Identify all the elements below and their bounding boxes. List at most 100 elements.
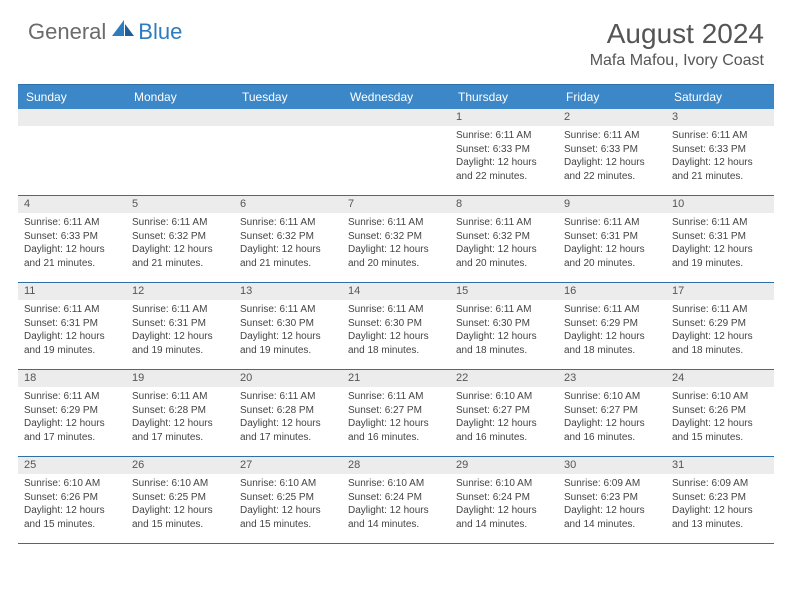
- day-cell: 18Sunrise: 6:11 AMSunset: 6:29 PMDayligh…: [18, 370, 126, 456]
- sunset-text: Sunset: 6:27 PM: [564, 404, 660, 418]
- day-cell: 24Sunrise: 6:10 AMSunset: 6:26 PMDayligh…: [666, 370, 774, 456]
- day-cell: 5Sunrise: 6:11 AMSunset: 6:32 PMDaylight…: [126, 196, 234, 282]
- page-header: General Blue August 2024 Mafa Mafou, Ivo…: [0, 0, 792, 78]
- sunrise-text: Sunrise: 6:11 AM: [240, 390, 336, 404]
- day-number: 5: [126, 196, 234, 213]
- month-title: August 2024: [590, 18, 764, 50]
- day-body: Sunrise: 6:11 AMSunset: 6:30 PMDaylight:…: [342, 300, 450, 361]
- day-body: Sunrise: 6:11 AMSunset: 6:32 PMDaylight:…: [126, 213, 234, 274]
- day-cell: 10Sunrise: 6:11 AMSunset: 6:31 PMDayligh…: [666, 196, 774, 282]
- sunrise-text: Sunrise: 6:10 AM: [348, 477, 444, 491]
- sunrise-text: Sunrise: 6:11 AM: [456, 129, 552, 143]
- sunset-text: Sunset: 6:33 PM: [456, 143, 552, 157]
- sunrise-text: Sunrise: 6:09 AM: [672, 477, 768, 491]
- sunrise-text: Sunrise: 6:11 AM: [348, 303, 444, 317]
- sunrise-text: Sunrise: 6:11 AM: [348, 390, 444, 404]
- day-header: Thursday: [450, 85, 558, 109]
- day-cell: 28Sunrise: 6:10 AMSunset: 6:24 PMDayligh…: [342, 457, 450, 543]
- sunset-text: Sunset: 6:29 PM: [24, 404, 120, 418]
- day-body: Sunrise: 6:11 AMSunset: 6:29 PMDaylight:…: [666, 300, 774, 361]
- daylight-text: Daylight: 12 hours and 17 minutes.: [132, 417, 228, 444]
- day-body: Sunrise: 6:10 AMSunset: 6:24 PMDaylight:…: [450, 474, 558, 535]
- sunset-text: Sunset: 6:32 PM: [132, 230, 228, 244]
- day-number: 2: [558, 109, 666, 126]
- sunset-text: Sunset: 6:30 PM: [240, 317, 336, 331]
- day-body: Sunrise: 6:11 AMSunset: 6:32 PMDaylight:…: [342, 213, 450, 274]
- daylight-text: Daylight: 12 hours and 18 minutes.: [564, 330, 660, 357]
- day-number: 1: [450, 109, 558, 126]
- day-cell: 31Sunrise: 6:09 AMSunset: 6:23 PMDayligh…: [666, 457, 774, 543]
- sunset-text: Sunset: 6:28 PM: [240, 404, 336, 418]
- day-cell: 11Sunrise: 6:11 AMSunset: 6:31 PMDayligh…: [18, 283, 126, 369]
- day-cell: 7Sunrise: 6:11 AMSunset: 6:32 PMDaylight…: [342, 196, 450, 282]
- day-number: 22: [450, 370, 558, 387]
- sunrise-text: Sunrise: 6:11 AM: [348, 216, 444, 230]
- day-body: Sunrise: 6:11 AMSunset: 6:32 PMDaylight:…: [450, 213, 558, 274]
- day-body: Sunrise: 6:11 AMSunset: 6:33 PMDaylight:…: [558, 126, 666, 187]
- sunrise-text: Sunrise: 6:10 AM: [672, 390, 768, 404]
- sunset-text: Sunset: 6:24 PM: [348, 491, 444, 505]
- day-number: [342, 109, 450, 126]
- day-body: Sunrise: 6:10 AMSunset: 6:24 PMDaylight:…: [342, 474, 450, 535]
- logo-text-blue: Blue: [138, 19, 182, 45]
- sunrise-text: Sunrise: 6:11 AM: [240, 303, 336, 317]
- day-cell: 1Sunrise: 6:11 AMSunset: 6:33 PMDaylight…: [450, 109, 558, 195]
- sunset-text: Sunset: 6:23 PM: [672, 491, 768, 505]
- day-cell: 30Sunrise: 6:09 AMSunset: 6:23 PMDayligh…: [558, 457, 666, 543]
- day-number: 15: [450, 283, 558, 300]
- day-body: Sunrise: 6:11 AMSunset: 6:28 PMDaylight:…: [126, 387, 234, 448]
- daylight-text: Daylight: 12 hours and 20 minutes.: [456, 243, 552, 270]
- sunrise-text: Sunrise: 6:09 AM: [564, 477, 660, 491]
- day-number: 6: [234, 196, 342, 213]
- sunset-text: Sunset: 6:26 PM: [672, 404, 768, 418]
- sunrise-text: Sunrise: 6:11 AM: [672, 216, 768, 230]
- daylight-text: Daylight: 12 hours and 20 minutes.: [564, 243, 660, 270]
- day-cell: 12Sunrise: 6:11 AMSunset: 6:31 PMDayligh…: [126, 283, 234, 369]
- day-body: Sunrise: 6:10 AMSunset: 6:27 PMDaylight:…: [558, 387, 666, 448]
- sunset-text: Sunset: 6:27 PM: [456, 404, 552, 418]
- sunset-text: Sunset: 6:31 PM: [672, 230, 768, 244]
- day-number: 28: [342, 457, 450, 474]
- daylight-text: Daylight: 12 hours and 22 minutes.: [564, 156, 660, 183]
- sunset-text: Sunset: 6:30 PM: [348, 317, 444, 331]
- sunrise-text: Sunrise: 6:11 AM: [456, 216, 552, 230]
- day-number: 29: [450, 457, 558, 474]
- sunrise-text: Sunrise: 6:11 AM: [132, 216, 228, 230]
- week-row: 1Sunrise: 6:11 AMSunset: 6:33 PMDaylight…: [18, 109, 774, 196]
- daylight-text: Daylight: 12 hours and 14 minutes.: [564, 504, 660, 531]
- day-number: 7: [342, 196, 450, 213]
- day-cell: 3Sunrise: 6:11 AMSunset: 6:33 PMDaylight…: [666, 109, 774, 195]
- daylight-text: Daylight: 12 hours and 13 minutes.: [672, 504, 768, 531]
- sunrise-text: Sunrise: 6:11 AM: [564, 216, 660, 230]
- daylight-text: Daylight: 12 hours and 18 minutes.: [456, 330, 552, 357]
- logo-sail-icon: [110, 18, 136, 45]
- day-body: Sunrise: 6:11 AMSunset: 6:31 PMDaylight:…: [666, 213, 774, 274]
- day-body: Sunrise: 6:10 AMSunset: 6:25 PMDaylight:…: [126, 474, 234, 535]
- day-number: 25: [18, 457, 126, 474]
- sunrise-text: Sunrise: 6:10 AM: [132, 477, 228, 491]
- daylight-text: Daylight: 12 hours and 19 minutes.: [672, 243, 768, 270]
- day-cell: 25Sunrise: 6:10 AMSunset: 6:26 PMDayligh…: [18, 457, 126, 543]
- sunset-text: Sunset: 6:26 PM: [24, 491, 120, 505]
- sunset-text: Sunset: 6:23 PM: [564, 491, 660, 505]
- sunrise-text: Sunrise: 6:11 AM: [564, 303, 660, 317]
- day-number: 18: [18, 370, 126, 387]
- day-body: Sunrise: 6:11 AMSunset: 6:33 PMDaylight:…: [18, 213, 126, 274]
- sunset-text: Sunset: 6:32 PM: [240, 230, 336, 244]
- sunset-text: Sunset: 6:30 PM: [456, 317, 552, 331]
- day-body: Sunrise: 6:10 AMSunset: 6:26 PMDaylight:…: [666, 387, 774, 448]
- day-cell: 21Sunrise: 6:11 AMSunset: 6:27 PMDayligh…: [342, 370, 450, 456]
- daylight-text: Daylight: 12 hours and 15 minutes.: [24, 504, 120, 531]
- day-body: [342, 126, 450, 133]
- day-header: Monday: [126, 85, 234, 109]
- daylight-text: Daylight: 12 hours and 21 minutes.: [240, 243, 336, 270]
- day-body: Sunrise: 6:11 AMSunset: 6:32 PMDaylight:…: [234, 213, 342, 274]
- sunset-text: Sunset: 6:29 PM: [672, 317, 768, 331]
- day-header: Sunday: [18, 85, 126, 109]
- day-cell: 17Sunrise: 6:11 AMSunset: 6:29 PMDayligh…: [666, 283, 774, 369]
- day-number: [126, 109, 234, 126]
- day-body: Sunrise: 6:10 AMSunset: 6:25 PMDaylight:…: [234, 474, 342, 535]
- sunrise-text: Sunrise: 6:11 AM: [240, 216, 336, 230]
- logo: General Blue: [28, 18, 182, 45]
- daylight-text: Daylight: 12 hours and 16 minutes.: [348, 417, 444, 444]
